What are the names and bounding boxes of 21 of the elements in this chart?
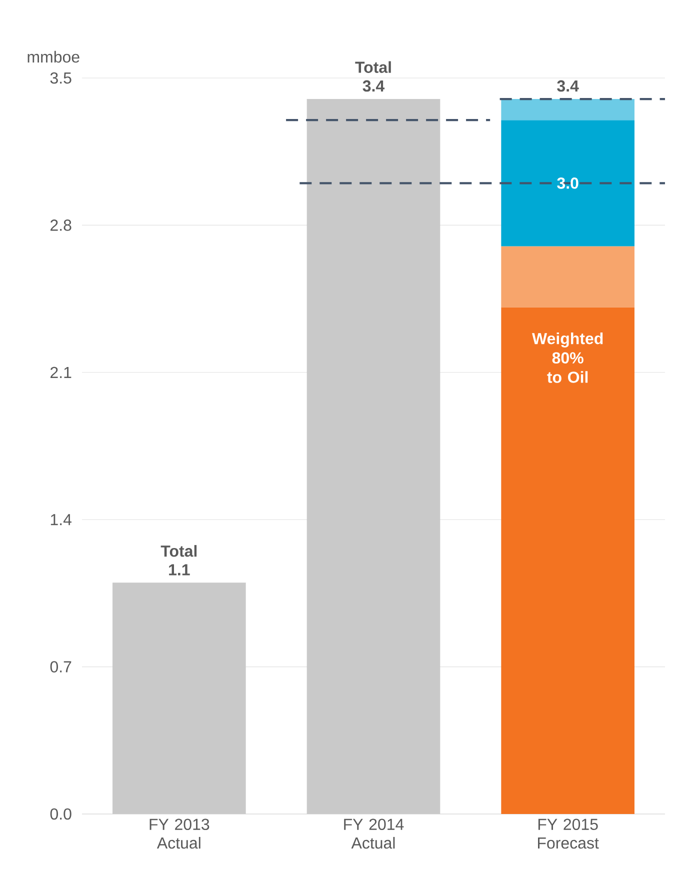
annotation: Weighted 80% to Oil	[532, 332, 603, 383]
bar	[112, 582, 246, 814]
y-tick-label: 2.1	[50, 366, 72, 378]
y-tick-label: 1.4	[50, 514, 72, 526]
total-label: Total 3.4	[355, 61, 391, 92]
bar	[306, 99, 440, 814]
bar	[501, 120, 634, 246]
y-tick-label: 0.7	[50, 661, 72, 672]
y-tick-label: 2.8	[50, 220, 72, 231]
x-tick-label: FY 2014 Actual	[344, 818, 404, 849]
bar	[501, 99, 634, 120]
total-label: Total 1.1	[160, 545, 197, 576]
bar	[501, 307, 634, 814]
y-tick-label: 0.0	[50, 808, 72, 820]
x-tick-label: FY 2013 Actual	[150, 818, 210, 849]
total-label: 3.4	[557, 80, 579, 92]
x-tick-label: FY 2015 Forecast	[538, 818, 599, 849]
y-tick-label: 3.5	[50, 72, 72, 84]
bar	[501, 246, 634, 308]
ref-line-label: 3.0	[557, 177, 578, 189]
y-axis-title: mmboe	[28, 50, 80, 63]
